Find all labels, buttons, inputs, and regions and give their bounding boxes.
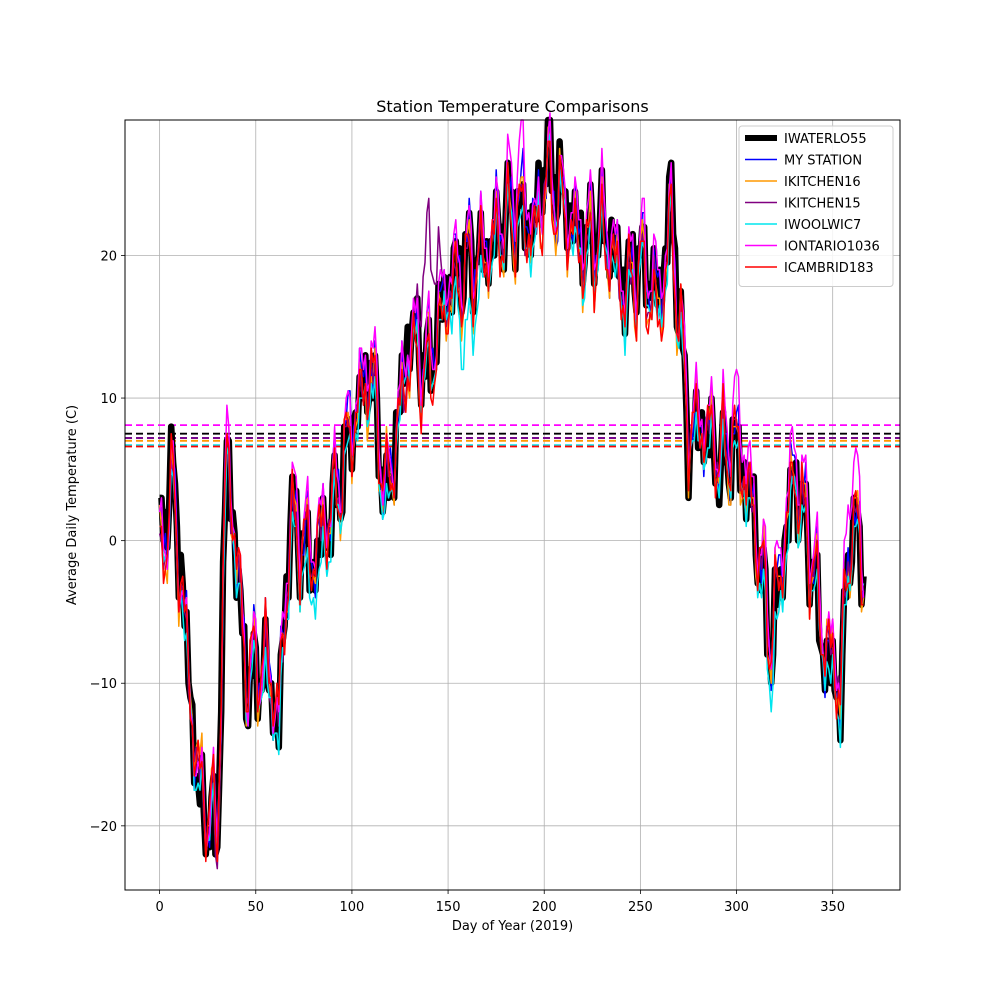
legend-label: IWOOLWIC7 <box>784 218 861 233</box>
series-line <box>159 133 865 856</box>
legend-label: IWATERLO55 <box>784 132 867 147</box>
x-tick-label: 250 <box>628 900 653 915</box>
legend-label: IKITCHEN15 <box>784 197 861 212</box>
legend-label: MY STATION <box>784 154 862 169</box>
mean-lines <box>125 424 900 448</box>
legend-label: IKITCHEN16 <box>784 175 861 190</box>
y-tick-label: 10 <box>100 392 117 407</box>
x-axis-label: Day of Year (2019) <box>452 919 573 934</box>
y-tick-label: −10 <box>90 677 117 692</box>
legend-box <box>738 125 894 287</box>
x-tick-label: 50 <box>247 900 264 915</box>
x-tick-label: 200 <box>532 900 557 915</box>
y-tick-label: 0 <box>109 535 117 550</box>
x-tick-label: 0 <box>155 900 163 915</box>
x-tick-label: 300 <box>724 900 749 915</box>
series-lines <box>158 112 867 870</box>
y-tick-label: 20 <box>100 249 117 264</box>
series-line <box>158 112 865 856</box>
legend: IWATERLO55 MY STATION IKITCHEN16 IKITCHEN15… <box>738 125 894 287</box>
axis-ticks: 0 50 100 150 200 250 300 350 −20 −10 0 10 20 <box>90 249 846 915</box>
legend-label: ICAMBRID183 <box>784 261 874 276</box>
x-tick-label: 150 <box>436 900 461 915</box>
series-line <box>159 140 864 863</box>
y-axis-label: Average Daily Temperature (C) <box>65 405 80 605</box>
x-tick-label: 350 <box>820 900 845 915</box>
x-tick-label: 100 <box>340 900 365 915</box>
chart-title: Station Temperature Comparisons <box>376 97 649 116</box>
y-tick-label: −20 <box>90 820 117 835</box>
plot-frame <box>124 119 901 891</box>
legend-label: IONTARIO1036 <box>784 240 880 255</box>
